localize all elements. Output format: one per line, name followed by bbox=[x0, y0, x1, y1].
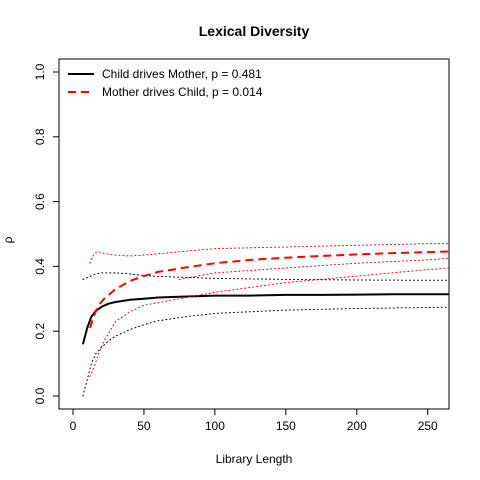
x-tick-label: 150 bbox=[276, 419, 296, 433]
x-tick-label: 100 bbox=[205, 419, 225, 433]
y-tick-label: 0.6 bbox=[33, 193, 47, 210]
y-tick-label: 0.2 bbox=[33, 323, 47, 340]
x-tick-label: 0 bbox=[70, 419, 77, 433]
x-axis-label: Library Length bbox=[216, 452, 293, 466]
x-tick-label: 50 bbox=[137, 419, 151, 433]
confidence-band-line bbox=[89, 267, 450, 378]
confidence-band-line bbox=[82, 272, 450, 281]
y-tick-label: 0.4 bbox=[33, 258, 47, 275]
series-line-0 bbox=[81, 293, 449, 345]
y-tick-label: 1.0 bbox=[33, 63, 47, 80]
chart-title: Lexical Diversity bbox=[199, 23, 310, 39]
confidence-band-line bbox=[178, 257, 450, 280]
y-axis-label: ρ bbox=[1, 236, 15, 243]
series-line-1 bbox=[89, 250, 450, 329]
confidence-band-line bbox=[89, 243, 450, 264]
y-tick-label: 0.0 bbox=[33, 387, 47, 404]
legend-label: Child drives Mother, p = 0.481 bbox=[102, 67, 262, 81]
series-layer bbox=[81, 243, 450, 397]
x-tick-label: 200 bbox=[347, 419, 367, 433]
y-tick-label: 0.8 bbox=[33, 128, 47, 145]
confidence-band-line bbox=[82, 306, 450, 397]
x-tick-label: 250 bbox=[418, 419, 438, 433]
plot-frame bbox=[58, 58, 450, 410]
x-axis: 0 50 100 150 200 250 bbox=[70, 409, 438, 433]
y-axis: 0.0 0.2 0.4 0.6 0.8 1.0 bbox=[33, 63, 59, 404]
legend: Child drives Mother, p = 0.481 Mother dri… bbox=[68, 67, 263, 99]
legend-label: Mother drives Child, p = 0.014 bbox=[102, 85, 263, 99]
